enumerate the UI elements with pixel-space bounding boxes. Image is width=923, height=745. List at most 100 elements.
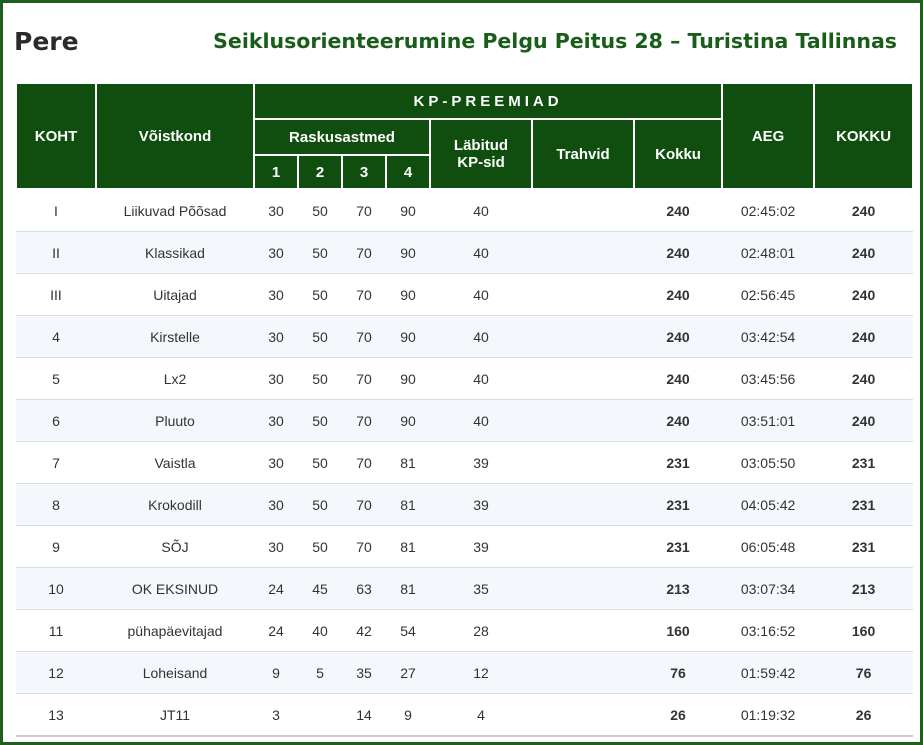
team-cell: Uitajad <box>96 273 254 316</box>
table-row: 13 JT11 3 14 9 4 26 01:19:32 26 <box>16 693 914 737</box>
kp-count-cell: 39 <box>430 483 532 526</box>
total-cell: 240 <box>814 399 914 442</box>
level-4-cell: 9 <box>386 693 430 737</box>
level-1-cell: 9 <box>254 651 298 694</box>
level-3-cell: 70 <box>342 273 386 316</box>
level-3-cell: 70 <box>342 483 386 526</box>
total-cell: 213 <box>814 567 914 610</box>
level-2-cell: 50 <box>298 399 342 442</box>
level-2-cell <box>298 693 342 737</box>
penalty-cell <box>532 273 634 316</box>
level-3-cell: 70 <box>342 315 386 358</box>
level-3-cell: 70 <box>342 525 386 568</box>
level-4-cell: 27 <box>386 651 430 694</box>
level-1-cell: 30 <box>254 315 298 358</box>
header-kokku: Kokku <box>632 118 724 190</box>
level-4-cell: 90 <box>386 189 430 232</box>
level-2-cell: 50 <box>298 525 342 568</box>
level-1-cell: 24 <box>254 567 298 610</box>
table-row: 6 Pluuto 30 50 70 90 40 240 03:51:01 240 <box>16 399 914 442</box>
header-level-1: 1 <box>253 154 299 190</box>
sum-cell: 231 <box>634 525 723 568</box>
level-4-cell: 90 <box>386 357 430 400</box>
time-cell: 03:05:50 <box>722 441 815 484</box>
level-2-cell: 40 <box>298 609 342 652</box>
level-1-cell: 3 <box>254 693 298 737</box>
table-row: 8 Krokodill 30 50 70 81 39 231 04:05:42 231 <box>16 483 914 526</box>
level-1-cell: 30 <box>254 441 298 484</box>
time-cell: 02:45:02 <box>722 189 815 232</box>
total-cell: 160 <box>814 609 914 652</box>
sum-cell: 213 <box>634 567 723 610</box>
penalty-cell <box>532 567 634 610</box>
header-kokku-total: KOKKU <box>813 82 915 190</box>
time-cell: 03:07:34 <box>722 567 815 610</box>
category-title: Pere <box>14 27 79 56</box>
team-cell: SÕJ <box>96 525 254 568</box>
level-3-cell: 70 <box>342 231 386 274</box>
penalty-cell <box>532 189 634 232</box>
kp-count-cell: 39 <box>430 441 532 484</box>
level-3-cell: 14 <box>342 693 386 737</box>
place-cell: 5 <box>16 357 96 400</box>
level-2-cell: 50 <box>298 441 342 484</box>
table-row: 4 Kirstelle 30 50 70 90 40 240 03:42:54 240 <box>16 315 914 358</box>
kp-count-cell: 40 <box>430 273 532 316</box>
time-cell: 01:19:32 <box>722 693 815 737</box>
penalty-cell <box>532 399 634 442</box>
level-1-cell: 30 <box>254 273 298 316</box>
sum-cell: 240 <box>634 273 723 316</box>
level-2-cell: 50 <box>298 357 342 400</box>
kp-count-cell: 39 <box>430 525 532 568</box>
kp-count-cell: 4 <box>430 693 532 737</box>
level-4-cell: 90 <box>386 315 430 358</box>
place-cell: II <box>16 231 96 274</box>
level-2-cell: 50 <box>298 231 342 274</box>
time-cell: 03:45:56 <box>722 357 815 400</box>
table-row: III Uitajad 30 50 70 90 40 240 02:56:45 240 <box>16 273 914 316</box>
time-cell: 03:51:01 <box>722 399 815 442</box>
level-2-cell: 45 <box>298 567 342 610</box>
team-cell: Klassikad <box>96 231 254 274</box>
header-level-4: 4 <box>385 154 431 190</box>
header-level-2: 2 <box>297 154 343 190</box>
level-1-cell: 30 <box>254 357 298 400</box>
header-labitud-line2: KP-sid <box>457 154 505 171</box>
sum-cell: 160 <box>634 609 723 652</box>
kp-count-cell: 35 <box>430 567 532 610</box>
total-cell: 26 <box>814 693 914 737</box>
team-cell: JT11 <box>96 693 254 737</box>
level-3-cell: 42 <box>342 609 386 652</box>
total-cell: 240 <box>814 189 914 232</box>
penalty-cell <box>532 609 634 652</box>
total-cell: 231 <box>814 525 914 568</box>
sum-cell: 240 <box>634 357 723 400</box>
time-cell: 06:05:48 <box>722 525 815 568</box>
header-level-3: 3 <box>341 154 387 190</box>
time-cell: 04:05:42 <box>722 483 815 526</box>
level-3-cell: 35 <box>342 651 386 694</box>
team-cell: Vaistla <box>96 441 254 484</box>
header-kp-preemiad: KP-PREEMIAD <box>252 82 724 120</box>
results-body: I Liikuvad Põõsad 30 50 70 90 40 240 02:45:02 240… <box>16 189 914 737</box>
team-cell: pühapäevitajad <box>96 609 254 652</box>
total-cell: 231 <box>814 441 914 484</box>
kp-count-cell: 40 <box>430 231 532 274</box>
team-cell: Lx2 <box>96 357 254 400</box>
header-labitud-kp: Läbitud KP-sid <box>429 118 533 190</box>
place-cell: III <box>16 273 96 316</box>
time-cell: 03:42:54 <box>722 315 815 358</box>
sum-cell: 240 <box>634 189 723 232</box>
place-cell: 12 <box>16 651 96 694</box>
kp-count-cell: 40 <box>430 399 532 442</box>
header-raskusastmed: Raskusastmed <box>253 118 431 156</box>
sum-cell: 76 <box>634 651 723 694</box>
sum-cell: 231 <box>634 483 723 526</box>
total-cell: 240 <box>814 231 914 274</box>
penalty-cell <box>532 231 634 274</box>
place-cell: 8 <box>16 483 96 526</box>
penalty-cell <box>532 357 634 400</box>
team-cell: OK EKSINUD <box>96 567 254 610</box>
header-koht: KOHT <box>15 82 97 190</box>
kp-count-cell: 40 <box>430 357 532 400</box>
